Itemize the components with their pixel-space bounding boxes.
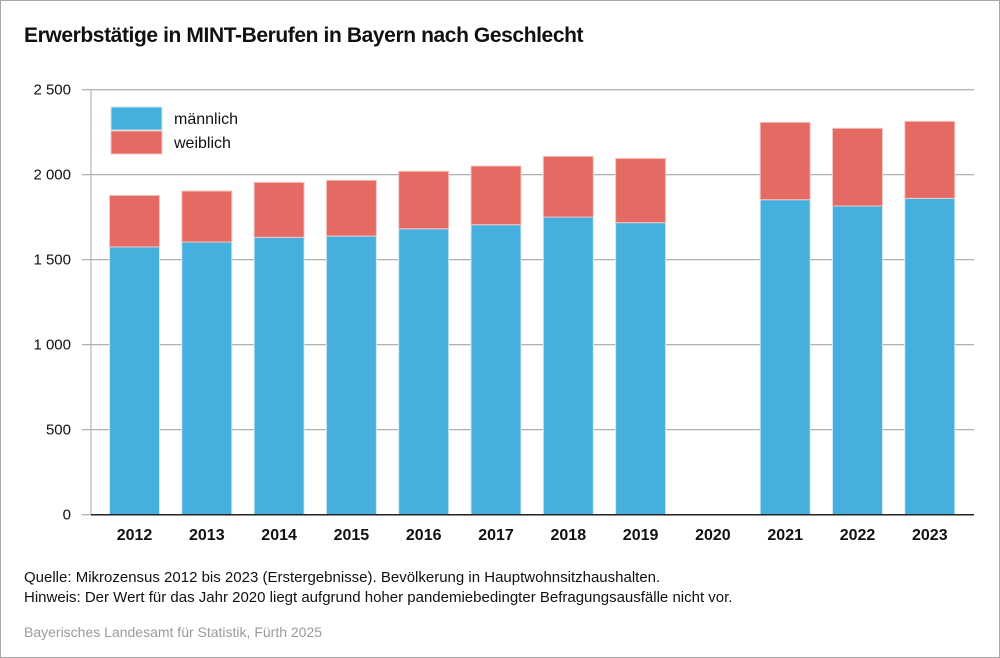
- bar-weiblich-2016: [398, 170, 450, 230]
- y-tick-label: 1 000: [33, 337, 71, 354]
- bar-maennlich-2015: [325, 235, 377, 516]
- source-note: Quelle: Mikrozensus 2012 bis 2023 (Erste…: [24, 569, 661, 586]
- x-axis-labels: 2012 2013 2014 2015 2016 2017 2018 2019 2020 2021…: [117, 527, 948, 544]
- bar-maennlich-2021: [759, 199, 811, 516]
- x-tick-label: 2013: [189, 527, 225, 544]
- bar-weiblich-2022: [832, 127, 883, 207]
- x-tick-label: 2020: [695, 527, 731, 544]
- legend-label-maennlich: männlich: [174, 111, 238, 128]
- x-tick-label: 2019: [623, 527, 659, 544]
- bar-weiblich-2021: [759, 121, 811, 201]
- x-tick-label: 2022: [840, 527, 876, 544]
- credit-line: Bayerisches Landesamt für Statistik, Für…: [24, 624, 323, 640]
- bar-weiblich-2023: [904, 120, 956, 199]
- x-tick-label: 2023: [912, 527, 948, 544]
- x-tick-label: 2012: [117, 527, 153, 544]
- bar-weiblich-2015: [325, 179, 377, 237]
- bar-weiblich-2019: [615, 157, 667, 224]
- y-tick-label: 0: [63, 507, 71, 524]
- y-tick-label: 1 500: [33, 252, 71, 269]
- x-tick-label: 2021: [767, 527, 803, 544]
- bar-maennlich-2012: [109, 246, 160, 516]
- hint-note: Hinweis: Der Wert für das Jahr 2020 lieg…: [24, 589, 733, 606]
- bar-maennlich-2016: [398, 228, 450, 516]
- bar-maennlich-2017: [470, 224, 522, 516]
- legend: männlich weiblich: [110, 106, 238, 155]
- bar-weiblich-2014: [253, 181, 305, 238]
- bar-maennlich-2019: [615, 222, 667, 516]
- bar-maennlich-2014: [253, 236, 305, 516]
- legend-swatch-weiblich: [110, 130, 163, 155]
- bar-weiblich-2017: [470, 165, 522, 226]
- bar-maennlich-2022: [832, 205, 883, 516]
- bar-maennlich-2013: [181, 241, 233, 516]
- x-tick-label: 2014: [261, 527, 297, 544]
- axes: [90, 89, 974, 516]
- bar-weiblich-2013: [181, 190, 233, 243]
- bar-maennlich-2023: [904, 197, 956, 516]
- y-tick-label: 2 000: [33, 167, 71, 184]
- legend-label-weiblich: weiblich: [173, 135, 231, 152]
- x-tick-label: 2017: [478, 527, 514, 544]
- bar-maennlich-2018: [542, 216, 594, 516]
- x-tick-label: 2016: [406, 527, 442, 544]
- x-tick-label: 2018: [551, 527, 587, 544]
- chart-title: Erwerbstätige in MINT-Berufen in Bayern …: [24, 24, 584, 47]
- y-tick-label: 2 500: [33, 82, 71, 99]
- legend-swatch-maennlich: [110, 106, 163, 131]
- bars: [109, 120, 956, 516]
- y-axis-ticks: 0 500 1 000 1 500 2 000 2 500: [33, 82, 71, 524]
- y-tick-label: 500: [46, 422, 71, 439]
- x-tick-label: 2015: [334, 527, 370, 544]
- bar-weiblich-2018: [542, 155, 594, 218]
- bar-weiblich-2012: [109, 194, 160, 248]
